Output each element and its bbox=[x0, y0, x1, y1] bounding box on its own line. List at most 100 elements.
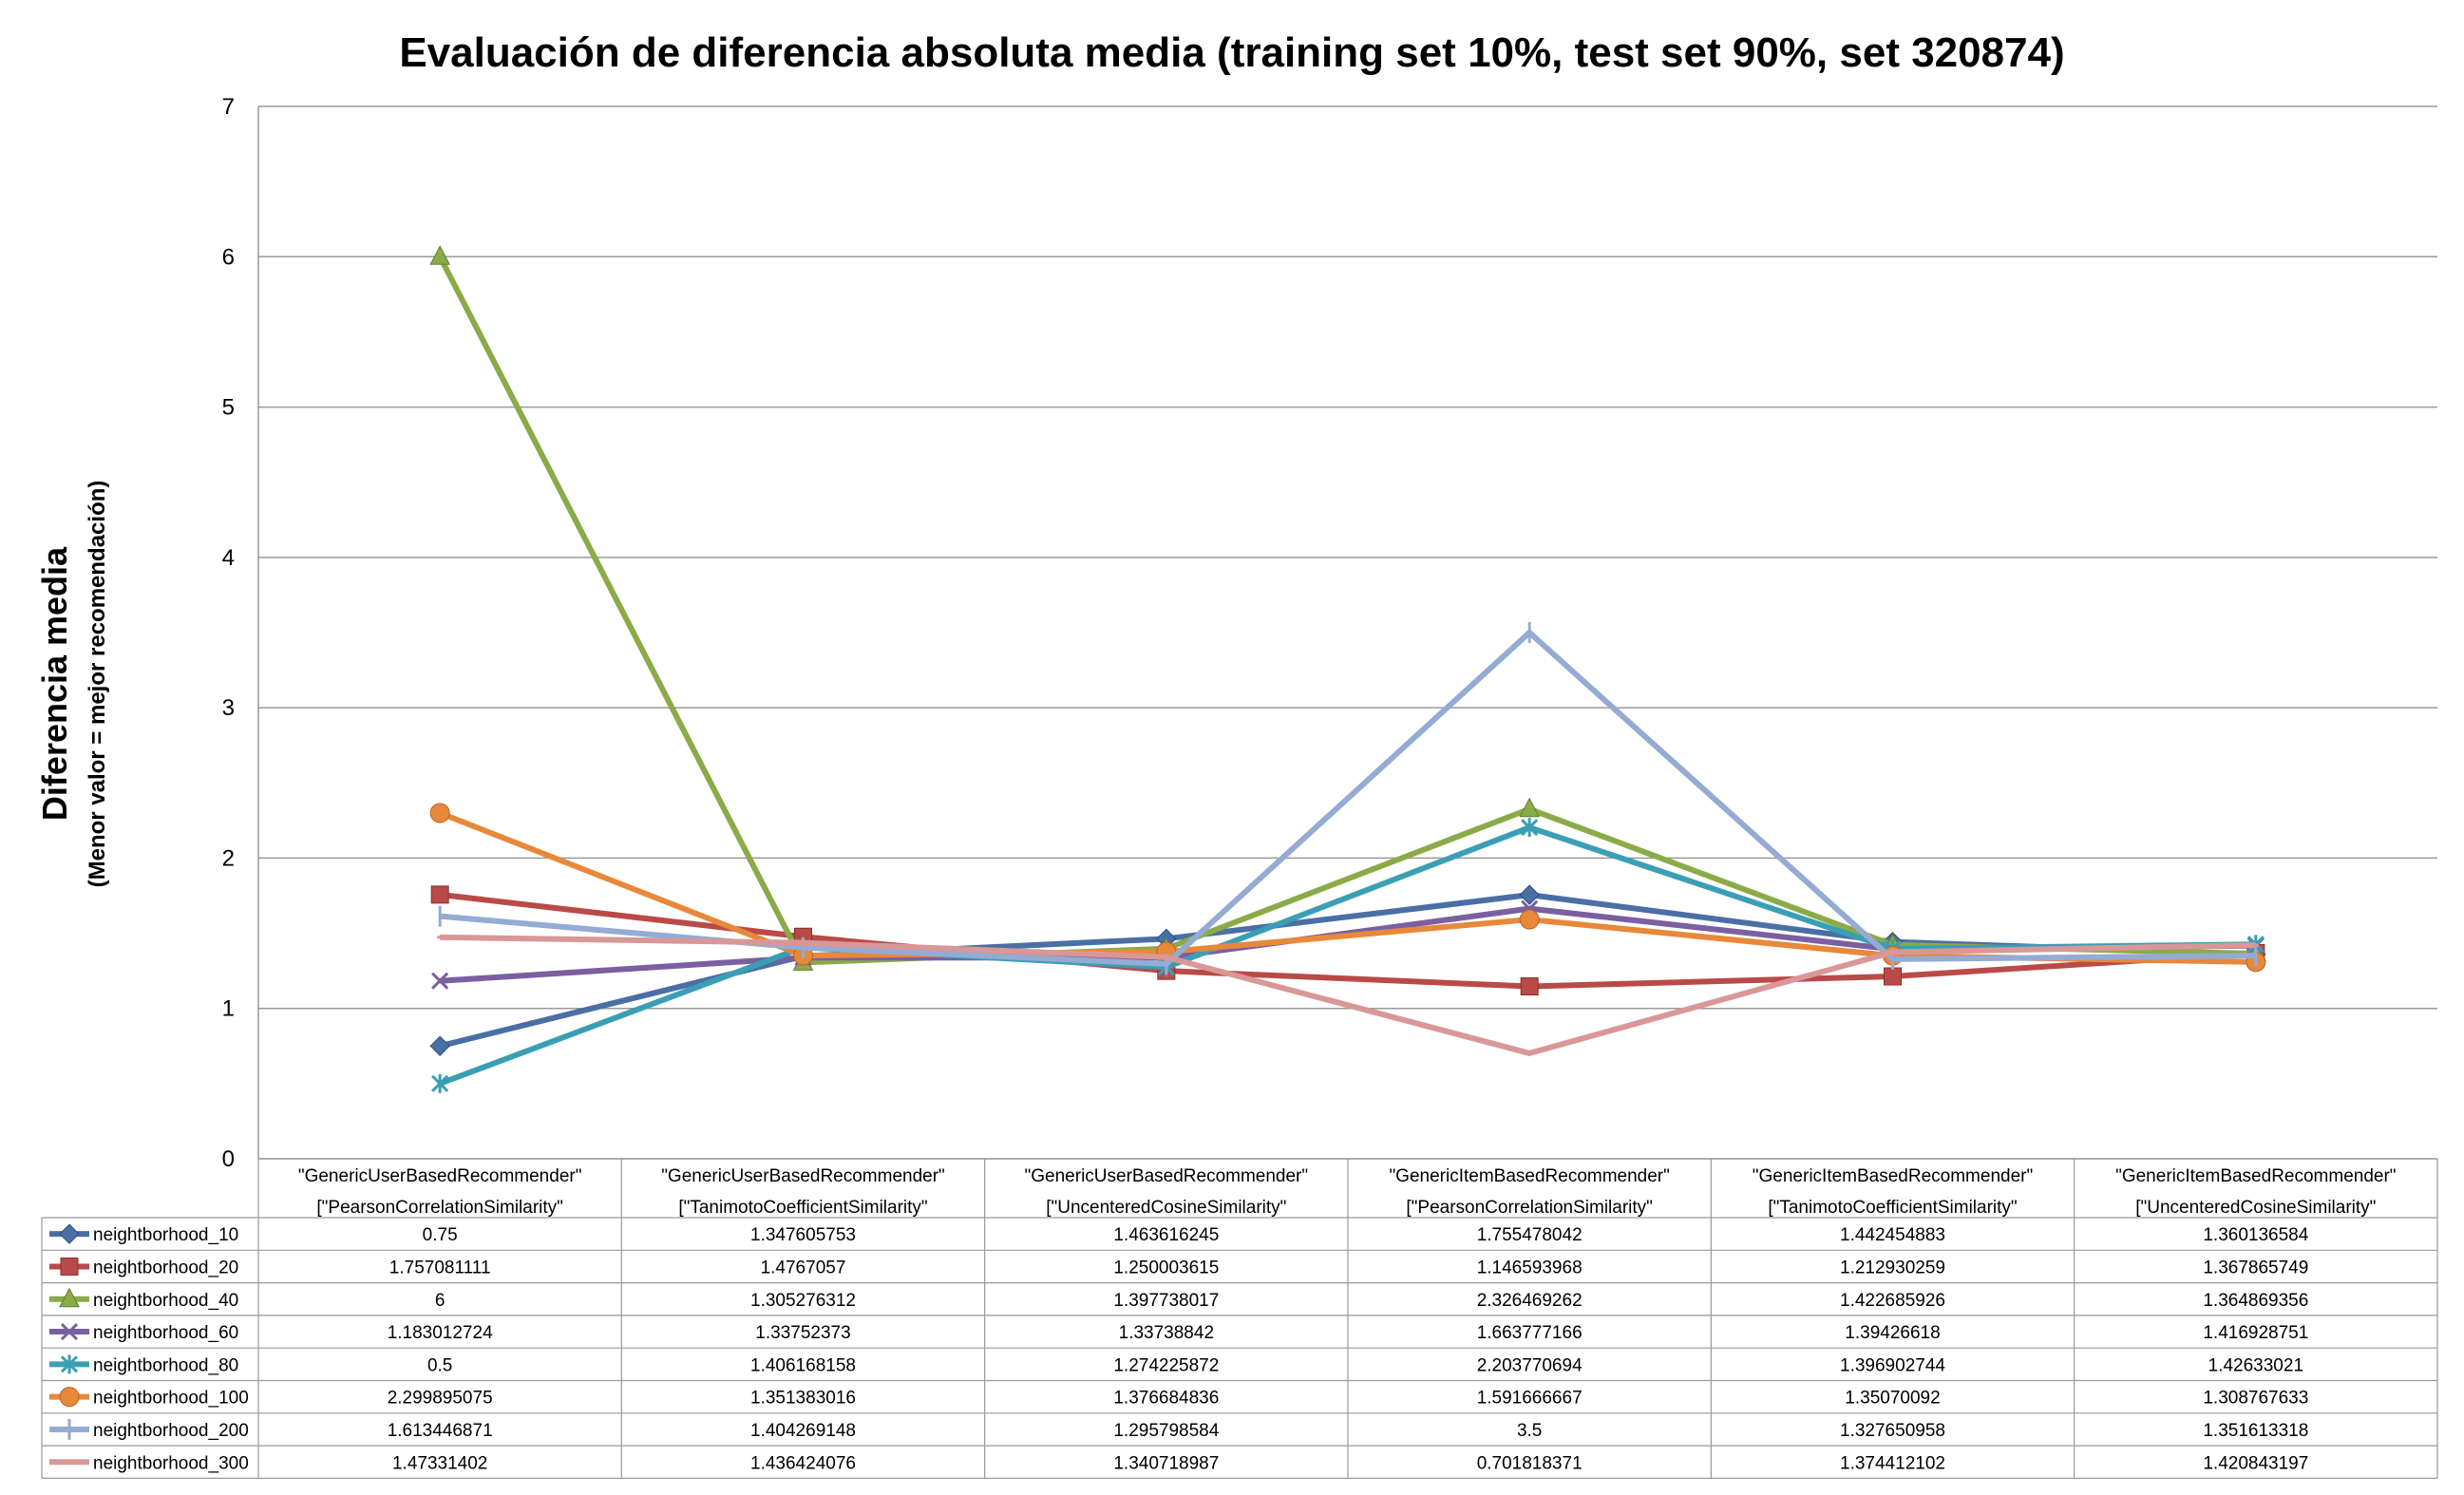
data-label: 1.374412102 bbox=[1840, 1453, 1945, 1473]
legend-label: neightborhood_300 bbox=[93, 1453, 249, 1473]
y-tick-label: 4 bbox=[222, 545, 235, 571]
data-point-marker bbox=[1884, 967, 1902, 986]
data-label: 1.274225872 bbox=[1113, 1355, 1219, 1375]
data-point-marker bbox=[1519, 884, 1540, 905]
data-label: 1.347605753 bbox=[750, 1225, 856, 1245]
data-point-marker bbox=[59, 1387, 80, 1408]
legend-label: neightborhood_200 bbox=[93, 1421, 249, 1441]
data-point-marker bbox=[60, 1322, 79, 1341]
data-point-marker bbox=[60, 1354, 79, 1374]
data-label: 3.5 bbox=[1517, 1421, 1542, 1441]
data-label: 1.406168158 bbox=[750, 1355, 856, 1375]
data-label: 1.351383016 bbox=[750, 1389, 856, 1409]
data-point-marker bbox=[1519, 797, 1540, 818]
data-label: 0.701818371 bbox=[1477, 1453, 1583, 1473]
data-point-marker bbox=[431, 972, 449, 990]
legend-label: neightborhood_20 bbox=[93, 1258, 238, 1277]
data-label: 1.613446871 bbox=[388, 1421, 493, 1441]
series-line bbox=[437, 255, 2256, 966]
data-label: 1.367865749 bbox=[2203, 1258, 2308, 1277]
data-label: 0.75 bbox=[423, 1225, 458, 1245]
series-neightborhood_300 bbox=[437, 934, 2259, 1056]
legend-label: neightborhood_80 bbox=[93, 1355, 238, 1375]
x-category-label: "GenericItemBasedRecommender" bbox=[2115, 1166, 2396, 1186]
data-point-marker bbox=[431, 1073, 449, 1093]
data-point-marker bbox=[429, 803, 450, 823]
x-category-label: ["PearsonCorrelationSimilarity" bbox=[1406, 1198, 1653, 1218]
legend-key bbox=[49, 1257, 89, 1276]
legend-label: neightborhood_10 bbox=[93, 1225, 238, 1245]
legend-key bbox=[49, 1287, 89, 1308]
legend-label: neightborhood_60 bbox=[93, 1323, 238, 1343]
x-category-label: "GenericItemBasedRecommender" bbox=[1389, 1166, 1669, 1186]
data-label: 1.463616245 bbox=[1113, 1225, 1219, 1245]
data-point-marker bbox=[60, 1257, 79, 1276]
data-label: 1.35070092 bbox=[1845, 1389, 1940, 1409]
x-category-label: ["PearsonCorrelationSimilarity" bbox=[316, 1198, 563, 1218]
y-tick-label: 5 bbox=[222, 395, 235, 421]
data-label: 1.39426618 bbox=[1845, 1323, 1940, 1343]
y-tick-label: 0 bbox=[222, 1146, 235, 1172]
data-label: 1.364869356 bbox=[2203, 1291, 2308, 1311]
data-label: 1.404269148 bbox=[750, 1421, 856, 1441]
y-tick-label: 6 bbox=[222, 244, 235, 270]
data-label: 1.757081111 bbox=[389, 1258, 491, 1277]
data-label: 0.5 bbox=[427, 1355, 452, 1375]
x-category-label: ["TanimotoCoefficientSimilarity" bbox=[1768, 1198, 2017, 1218]
data-point-marker bbox=[1520, 977, 1539, 996]
data-label: 1.360136584 bbox=[2203, 1225, 2308, 1245]
legend-label: neightborhood_40 bbox=[93, 1291, 238, 1311]
data-label: 1.416928751 bbox=[2203, 1323, 2308, 1343]
data-label: 1.436424076 bbox=[750, 1453, 856, 1473]
x-category-label: "GenericUserBasedRecommender" bbox=[661, 1166, 945, 1186]
chart-title: Evaluación de diferencia absoluta media … bbox=[399, 29, 2064, 76]
data-label: 1.420843197 bbox=[2203, 1453, 2308, 1473]
legend-key bbox=[49, 1387, 89, 1408]
data-label: 1.308767633 bbox=[2203, 1389, 2308, 1409]
data-point-marker bbox=[430, 885, 449, 904]
series-line bbox=[440, 934, 2256, 1056]
data-label: 1.250003615 bbox=[1113, 1258, 1219, 1277]
x-category-label: "GenericUserBasedRecommender" bbox=[298, 1166, 582, 1186]
data-label: 1.146593968 bbox=[1477, 1258, 1583, 1277]
legend-key bbox=[49, 1354, 89, 1374]
x-category-label: ["UncenteredCosineSimilarity" bbox=[1046, 1198, 1286, 1218]
data-label: 1.212930259 bbox=[1840, 1258, 1945, 1277]
data-label: 1.591666667 bbox=[1477, 1389, 1583, 1409]
data-label: 1.351613318 bbox=[2203, 1421, 2308, 1441]
x-category-label: "GenericItemBasedRecommender" bbox=[1753, 1166, 2033, 1186]
y-tick-label: 7 bbox=[222, 94, 235, 120]
legend-label: neightborhood_100 bbox=[93, 1389, 249, 1409]
data-label: 1.442454883 bbox=[1840, 1225, 1945, 1245]
data-label: 1.327650958 bbox=[1840, 1421, 1945, 1441]
data-point-marker bbox=[429, 1035, 450, 1056]
data-label: 1.33752373 bbox=[755, 1323, 850, 1343]
data-label: 2.203770694 bbox=[1477, 1355, 1583, 1375]
data-point-marker bbox=[429, 245, 450, 265]
legend-key bbox=[49, 1223, 89, 1244]
data-label: 1.397738017 bbox=[1113, 1291, 1219, 1311]
data-label: 1.755478042 bbox=[1477, 1225, 1583, 1245]
data-label: 1.396902744 bbox=[1840, 1355, 1945, 1375]
y-tick-label: 2 bbox=[222, 845, 235, 871]
data-label: 1.183012724 bbox=[388, 1323, 493, 1343]
data-point-marker bbox=[1521, 818, 1539, 838]
data-label: 2.326469262 bbox=[1477, 1291, 1583, 1311]
data-label: 1.4767057 bbox=[761, 1258, 846, 1277]
data-point-marker bbox=[59, 1287, 80, 1308]
data-label: 1.663777166 bbox=[1477, 1323, 1583, 1343]
legend-key bbox=[49, 1322, 89, 1341]
data-label: 1.340718987 bbox=[1113, 1453, 1219, 1473]
data-label: 6 bbox=[435, 1291, 445, 1311]
series-line bbox=[439, 824, 2256, 1087]
x-category-label: ["TanimotoCoefficientSimilarity" bbox=[678, 1198, 927, 1218]
x-category-label: ["UncenteredCosineSimilarity" bbox=[2135, 1198, 2376, 1218]
legend-key bbox=[49, 1418, 89, 1440]
data-label: 1.305276312 bbox=[750, 1291, 856, 1311]
data-label: 1.42633021 bbox=[2208, 1355, 2303, 1375]
y-tick-label: 3 bbox=[222, 695, 235, 721]
x-category-label: "GenericUserBasedRecommender" bbox=[1025, 1166, 1309, 1186]
data-label: 1.47331402 bbox=[392, 1453, 487, 1473]
